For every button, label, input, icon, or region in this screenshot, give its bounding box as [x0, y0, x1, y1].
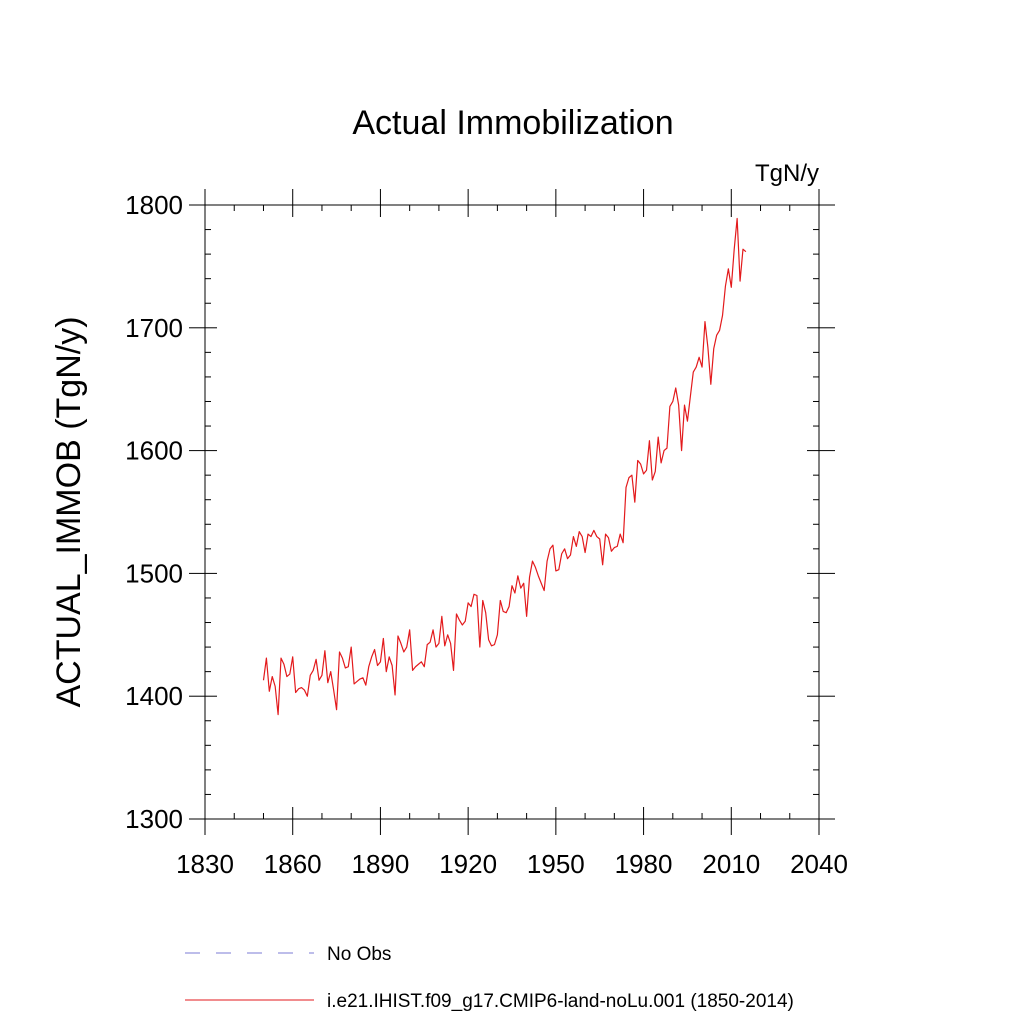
x-tick-label: 1860: [264, 849, 322, 879]
y-tick-label: 1500: [125, 558, 183, 588]
y-axis-label: ACTUAL_IMMOB (TgN/y): [50, 316, 88, 707]
y-tick-label: 1700: [125, 313, 183, 343]
x-tick-label: 2010: [702, 849, 760, 879]
y-tick-label: 1600: [125, 436, 183, 466]
x-tick-label: 2040: [790, 849, 848, 879]
legend-label: No Obs: [327, 944, 391, 965]
x-tick-label: 1980: [615, 849, 673, 879]
y-tick-label: 1800: [125, 190, 183, 220]
x-tick-label: 1950: [527, 849, 585, 879]
legend-label: i.e21.IHIST.f09_g17.CMIP6-land-noLu.001 …: [327, 991, 794, 1012]
tick-labels: 1300 1400 1500 1600 1700 1800 1830 1860 1890 1920…: [125, 190, 848, 879]
x-tick-label: 1920: [439, 849, 497, 879]
axis-ticks: [189, 189, 835, 835]
y-tick-label: 1400: [125, 681, 183, 711]
series-layer: [262, 217, 747, 716]
x-tick-label: 1890: [352, 849, 410, 879]
legend: No Obs i.e21.IHIST.f09_g17.CMIP6-land-noL…: [185, 944, 794, 1012]
series-line: [262, 217, 747, 716]
plot-frame: [204, 204, 820, 820]
x-tick-label: 1830: [176, 849, 234, 879]
chart-title: Actual Immobilization: [352, 104, 673, 142]
units-label: TgN/y: [755, 160, 819, 187]
y-tick-label: 1300: [125, 804, 183, 834]
